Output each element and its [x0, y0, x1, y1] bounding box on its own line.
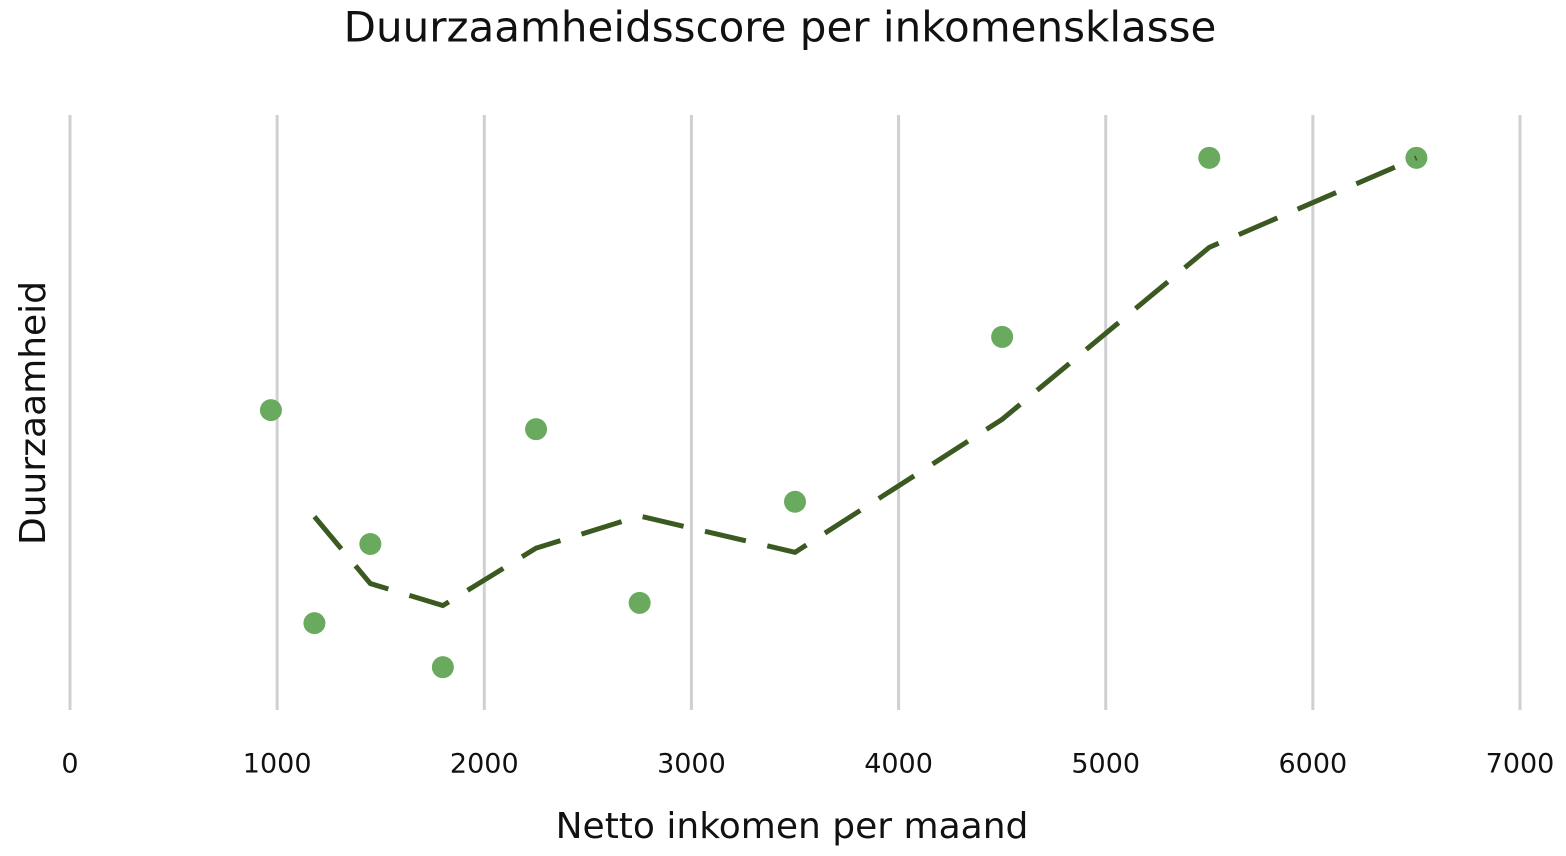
- x-tick-label: 0: [61, 749, 78, 780]
- point: [525, 418, 548, 441]
- point: [991, 325, 1014, 348]
- x-tick-label: 3000: [657, 749, 726, 780]
- x-tick-label: 4000: [864, 749, 933, 780]
- point: [784, 490, 806, 513]
- x-tick-label: 6000: [1278, 749, 1347, 780]
- x-axis-label: Netto inkomen per maand: [556, 806, 1029, 847]
- trend-line: [312, 155, 1418, 609]
- point: [431, 656, 454, 679]
- x-tick-label: 2000: [450, 749, 519, 780]
- point: [1198, 146, 1221, 169]
- x-tick-label: 7000: [1486, 749, 1555, 780]
- point: [303, 612, 326, 635]
- x-tick-label: 1000: [243, 749, 312, 780]
- point: [628, 591, 651, 614]
- x-tick-label: 5000: [1071, 749, 1140, 780]
- point: [359, 532, 382, 555]
- y-axis-label: Duurzaamheid: [13, 281, 54, 545]
- point: [259, 399, 282, 422]
- chart-title: Duurzaamheidsscore per inkomensklasse: [344, 3, 1217, 52]
